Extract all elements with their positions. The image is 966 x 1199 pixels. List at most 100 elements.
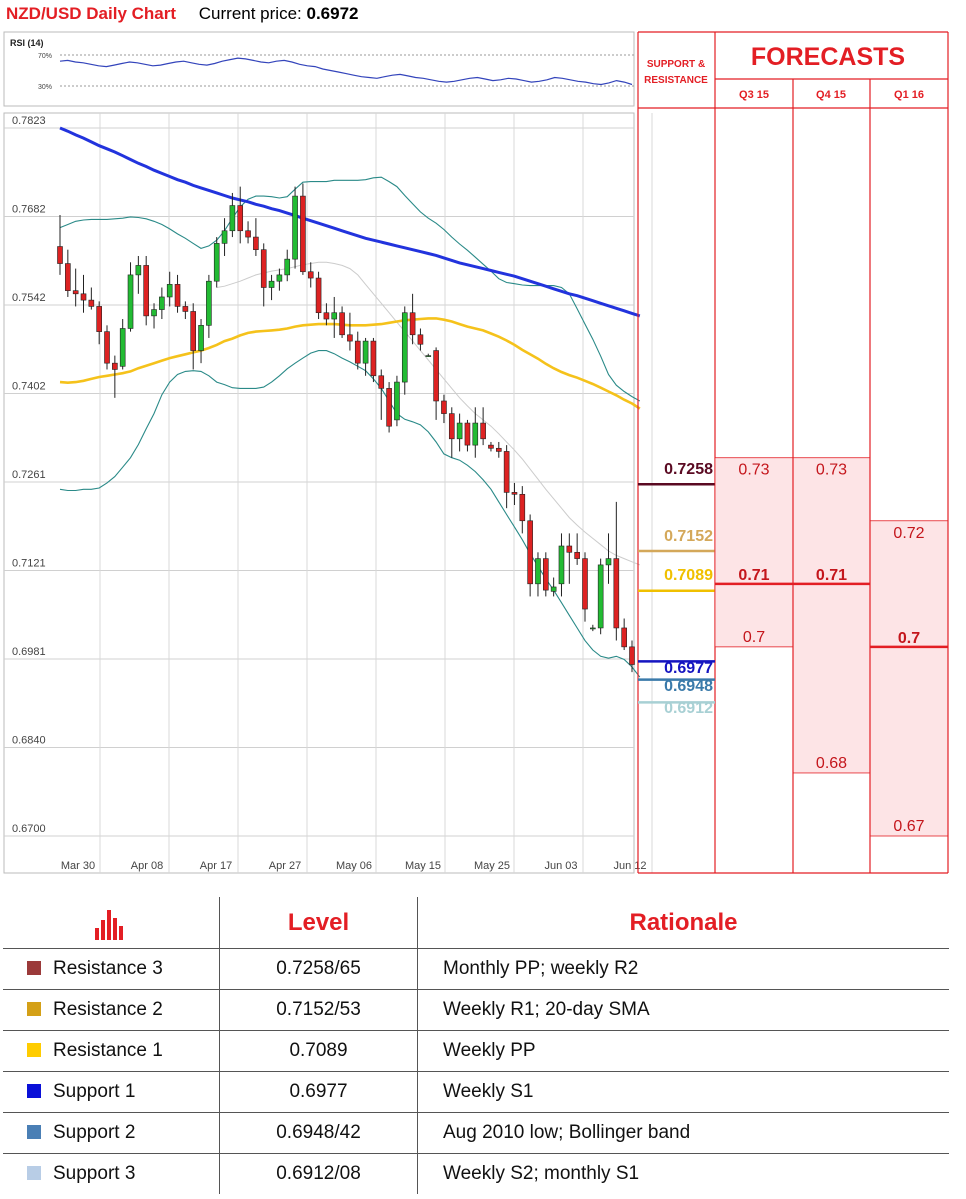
candle-body (480, 422, 486, 440)
forecast-range (714, 457, 794, 648)
chart-title: NZD/USD Daily Chart (6, 4, 177, 23)
candle (307, 262, 314, 288)
rsi-panel: RSI (14) 70% 30% (3, 31, 635, 107)
candle-body (174, 284, 181, 307)
row-level: 0.6912/08 (219, 1153, 418, 1194)
candle (174, 274, 181, 313)
candle (550, 577, 557, 597)
row-rationale: Aug 2010 low; Bollinger band (417, 1112, 949, 1154)
candle (558, 533, 565, 597)
row-rationale: Monthly PP; weekly R2 (417, 948, 949, 990)
forecast-mid-label: 0.71 (738, 567, 769, 584)
table-row: Resistance 1 0.7089 Weekly PP (3, 1030, 949, 1072)
candle-body (245, 230, 251, 238)
table-header-row: Level Rationale (3, 897, 949, 949)
candle-body (629, 646, 635, 665)
candle (597, 558, 604, 635)
y-tick-label: 0.6700 (12, 823, 46, 835)
candle-body (182, 306, 189, 312)
candle-body (307, 271, 314, 279)
candle-body (464, 422, 471, 446)
candle-body (535, 558, 541, 585)
sma200-line (59, 126, 641, 318)
candle (198, 319, 204, 364)
x-tick-label: May 15 (405, 860, 441, 872)
candle-body (221, 230, 228, 244)
x-tick-label: May 25 (474, 860, 510, 872)
candle (57, 215, 63, 275)
forecast-low-label: 0.67 (893, 818, 924, 835)
candle-body (605, 558, 612, 566)
candle-body (574, 551, 580, 559)
rationale-header: Rationale (417, 897, 949, 949)
candle (245, 221, 251, 244)
y-tick-label: 0.7121 (12, 558, 46, 570)
table-row: Resistance 3 0.7258/65 Monthly PP; weekl… (3, 948, 949, 990)
candle (72, 268, 79, 307)
candle (386, 382, 392, 433)
row-rationale: Weekly S2; monthly S1 (417, 1153, 949, 1194)
candle-body (213, 243, 220, 282)
candle (65, 249, 71, 297)
candle-body (503, 451, 510, 493)
forecast-mid-label: 0.7 (898, 630, 920, 647)
forecast-range (792, 457, 871, 774)
candle-body (370, 340, 377, 377)
candle (104, 325, 110, 370)
row-level: 0.6948/42 (219, 1112, 418, 1154)
y-tick-label: 0.7823 (12, 115, 46, 127)
candle-body (331, 312, 338, 320)
forecast-range (869, 520, 949, 837)
candle-body (488, 444, 494, 449)
candle-body (260, 249, 267, 288)
candle-body (511, 492, 518, 495)
table-row: Support 1 0.6977 Weekly S1 (3, 1071, 949, 1113)
candle-body (339, 312, 345, 336)
candle (88, 287, 95, 310)
candle (488, 441, 494, 452)
row-name: Resistance 3 (53, 958, 163, 979)
candle-body (456, 422, 463, 440)
x-tick-label: May 06 (336, 860, 372, 872)
support2-swatch (27, 1125, 41, 1139)
row-level: 0.7089 (219, 1030, 418, 1072)
candle (456, 413, 463, 452)
level-header: Level (219, 897, 418, 949)
candle (362, 337, 369, 376)
forecast-box: 0.73 0.71 0.68 (792, 457, 871, 774)
candle-body (495, 447, 502, 452)
x-tick-label: Jun 12 (613, 860, 646, 872)
forecast-mid-label: 0.71 (816, 567, 847, 584)
forecast-high-label: 0.73 (738, 462, 769, 479)
candle (300, 183, 306, 275)
candle-body (135, 265, 142, 276)
candle-body (543, 558, 549, 591)
candle (503, 445, 510, 509)
x-tick-label: Apr 08 (131, 860, 163, 872)
candle (574, 533, 580, 565)
candle (237, 186, 244, 244)
row-level: 0.7152/53 (219, 989, 418, 1031)
candle (409, 293, 416, 345)
candle (112, 355, 118, 398)
candle (206, 274, 212, 338)
y-tick-label: 0.7402 (12, 381, 46, 393)
row-level: 0.7258/65 (219, 948, 418, 990)
candle (331, 296, 338, 338)
candle (417, 328, 424, 351)
bar-chart-icon (95, 909, 123, 940)
candle (582, 552, 588, 622)
candle-body (72, 290, 79, 295)
y-tick-label: 0.7261 (12, 469, 46, 481)
support-resistance-panel: SUPPORT & RESISTANCE 0.72580.71520.70890… (637, 31, 948, 873)
candle-body (104, 331, 110, 364)
candle-body (253, 236, 259, 250)
candle (401, 306, 408, 395)
forecast-low-label: 0.7 (743, 629, 765, 646)
candle (433, 347, 439, 420)
row-name: Support 1 (53, 1081, 136, 1102)
candle-body (229, 205, 236, 232)
candle (284, 249, 291, 282)
candle (629, 640, 635, 673)
current-price-value: 0.6972 (306, 4, 359, 23)
